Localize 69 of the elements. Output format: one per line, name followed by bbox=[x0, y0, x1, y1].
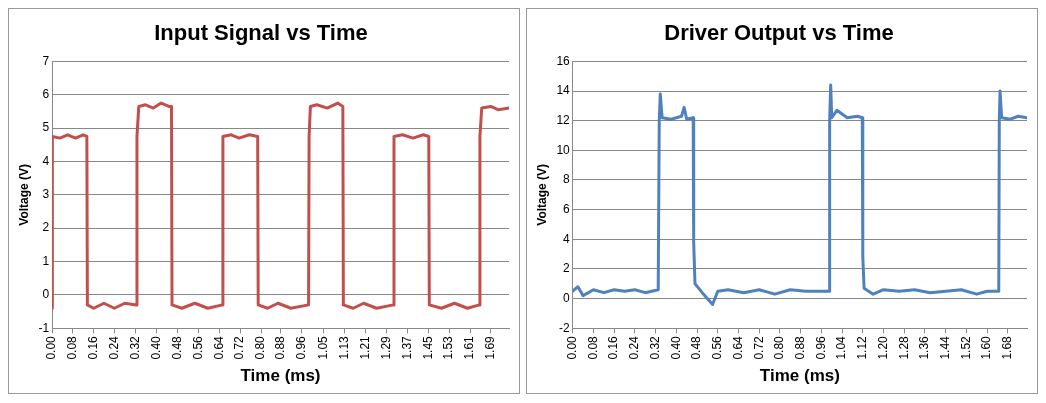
y-tick-label: 8 bbox=[563, 172, 571, 187]
x-tick-label: 0.32 bbox=[647, 335, 662, 360]
x-tick-label: 0.40 bbox=[148, 335, 163, 360]
y-tick-label: 2 bbox=[563, 261, 571, 276]
x-tick-label: 1.05 bbox=[316, 335, 331, 360]
x-tick-label: 0.80 bbox=[772, 335, 787, 360]
x-tick-label: 0.64 bbox=[211, 335, 226, 360]
x-tick-label: 0.16 bbox=[86, 335, 101, 360]
x-tick-label: 0.32 bbox=[127, 335, 142, 360]
x-tick-label: 1.28 bbox=[896, 335, 911, 360]
x-tick-label: 0.48 bbox=[689, 335, 704, 360]
y-tick-label: 16 bbox=[556, 53, 571, 68]
x-tick-label: 0.00 bbox=[565, 335, 580, 360]
y-tick-label: 12 bbox=[556, 113, 571, 128]
chart-title: Driver Output vs Time bbox=[664, 20, 894, 46]
x-tick-label: 1.69 bbox=[483, 335, 498, 360]
x-tick-label: 0.40 bbox=[668, 335, 683, 360]
chart-title: Input Signal vs Time bbox=[154, 20, 368, 46]
x-tick-label: 1.36 bbox=[917, 335, 932, 360]
x-tick-label: 1.52 bbox=[958, 335, 973, 360]
y-tick-label: 14 bbox=[556, 83, 571, 98]
y-tick-label: 0 bbox=[563, 290, 571, 305]
y-axis-title: Voltage (V) bbox=[16, 163, 31, 226]
x-tick-label: 0.80 bbox=[253, 335, 268, 360]
x-tick-label: 0.08 bbox=[65, 335, 80, 360]
x-tick-label: 0.88 bbox=[272, 335, 287, 360]
y-tick-label: 0 bbox=[42, 287, 50, 302]
y-tick-label: -1 bbox=[38, 320, 50, 335]
x-tick-label: 1.04 bbox=[834, 335, 849, 360]
x-tick-label: 1.12 bbox=[855, 335, 870, 360]
x-tick-label: 1.20 bbox=[875, 335, 890, 360]
x-tick-label: 0.72 bbox=[751, 335, 766, 360]
x-tick-label: 1.13 bbox=[336, 335, 351, 360]
x-tick-label: 1.37 bbox=[399, 335, 414, 360]
x-axis-title: Time (ms) bbox=[240, 366, 321, 386]
x-tick-label: 0.24 bbox=[107, 335, 122, 360]
y-tick-label: 3 bbox=[42, 187, 50, 202]
y-axis-title: Voltage (V) bbox=[534, 163, 549, 226]
x-tick-label: 0.56 bbox=[190, 335, 205, 360]
x-tick-label: 0.00 bbox=[44, 335, 59, 360]
y-tick-label: -2 bbox=[559, 320, 571, 335]
x-tick-label: 1.44 bbox=[937, 335, 952, 360]
y-tick-label: 6 bbox=[563, 201, 571, 216]
y-tick-label: 10 bbox=[556, 142, 571, 157]
y-tick-label: 7 bbox=[42, 53, 50, 68]
x-tick-label: 0.96 bbox=[813, 335, 828, 360]
y-tick-label: 1 bbox=[42, 253, 50, 268]
x-tick-label: 1.68 bbox=[1000, 335, 1015, 360]
x-tick-label: 1.21 bbox=[357, 335, 372, 360]
y-tick-label: 2 bbox=[42, 220, 50, 235]
x-tick-label: 1.60 bbox=[979, 335, 994, 360]
x-tick-label: 1.53 bbox=[441, 335, 456, 360]
y-tick-label: 6 bbox=[42, 87, 50, 102]
x-tick-label: 0.24 bbox=[627, 335, 642, 360]
x-tick-label: 0.64 bbox=[730, 335, 745, 360]
y-tick-label: 5 bbox=[42, 120, 50, 135]
x-tick-label: 1.61 bbox=[462, 335, 477, 360]
y-tick-label: 4 bbox=[563, 231, 571, 246]
x-tick-label: 1.29 bbox=[378, 335, 393, 360]
x-tick-label: 0.88 bbox=[792, 335, 807, 360]
x-tick-label: 0.48 bbox=[169, 335, 184, 360]
x-tick-label: 0.96 bbox=[293, 335, 308, 360]
x-tick-label: 0.56 bbox=[710, 335, 725, 360]
x-tick-label: 0.72 bbox=[232, 335, 247, 360]
x-tick-label: 1.45 bbox=[420, 335, 435, 360]
x-axis-title: Time (ms) bbox=[759, 366, 840, 386]
x-tick-label: 0.16 bbox=[606, 335, 621, 360]
x-tick-label: 0.08 bbox=[585, 335, 600, 360]
y-tick-label: 4 bbox=[42, 153, 50, 168]
